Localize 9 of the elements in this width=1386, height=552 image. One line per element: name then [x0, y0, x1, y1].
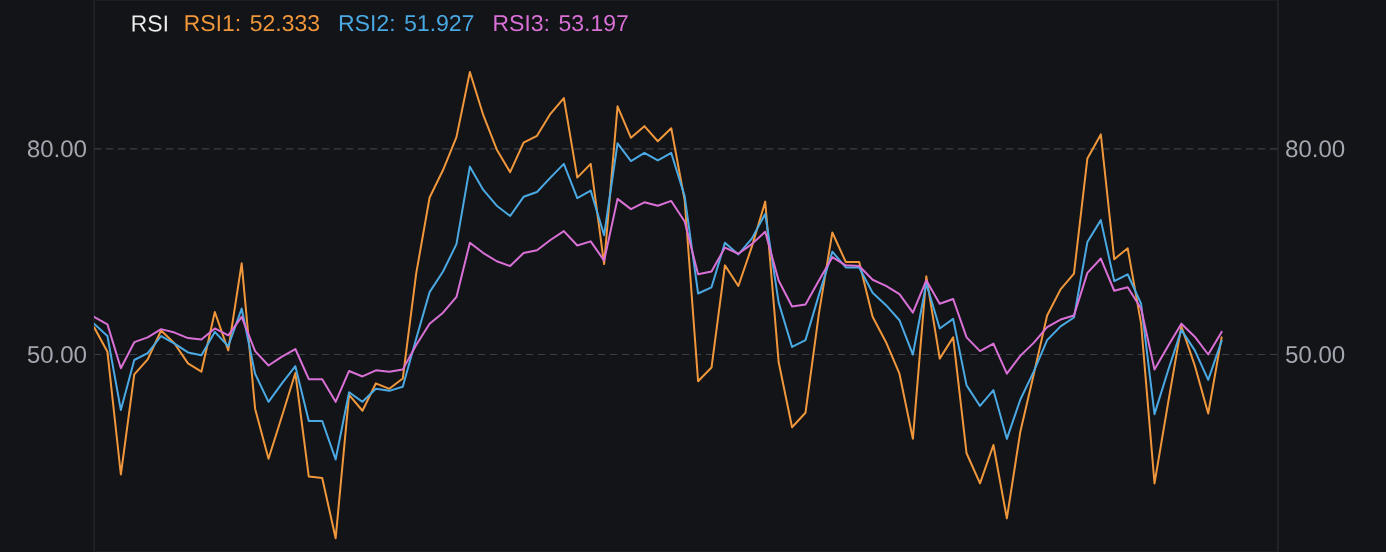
text: RSI1: 52.333 [185, 14, 319, 32]
line-series [94, 197, 1223, 403]
y2-tick-label: 50.00 [1286, 346, 1345, 363]
text: RSI2: 51.927 [339, 14, 474, 32]
text: RSI3: 53.197 [494, 14, 628, 32]
text: RSI [132, 15, 167, 32]
y2-tick-label: 80.00 [1286, 140, 1345, 158]
line-series [94, 71, 1223, 540]
line-series [94, 142, 1223, 461]
